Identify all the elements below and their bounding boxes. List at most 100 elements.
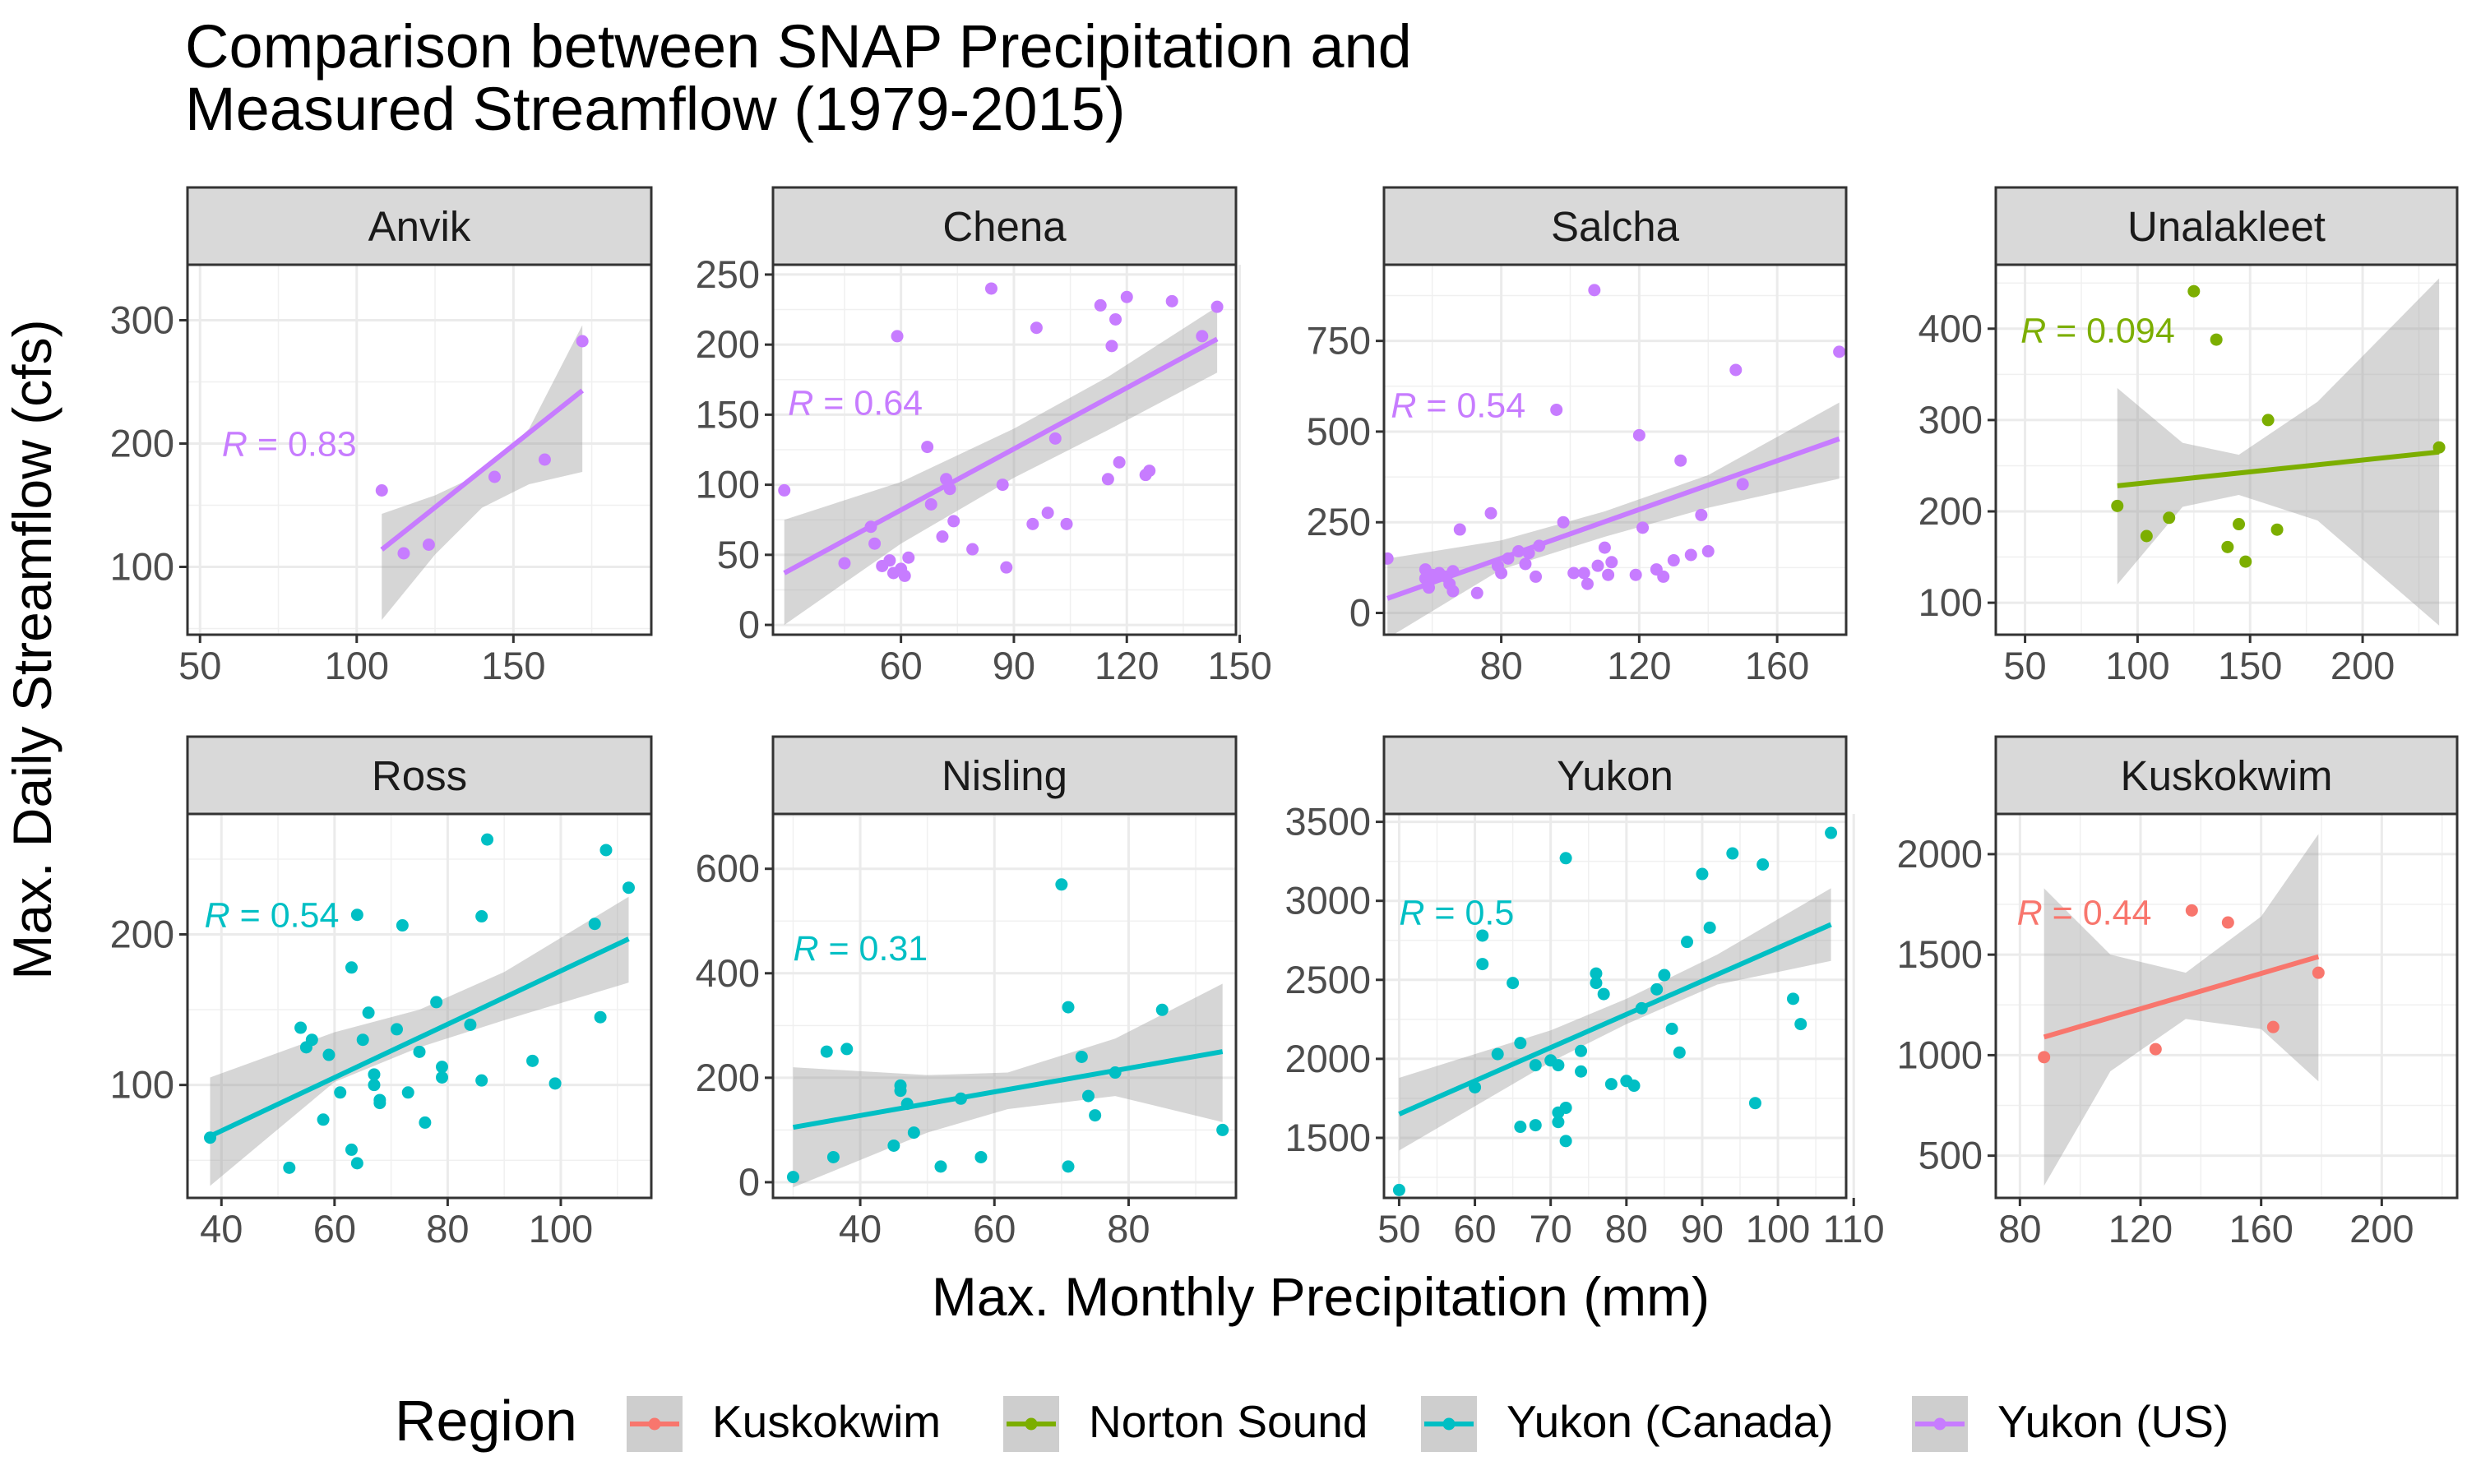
x-tick-label: 40	[200, 1207, 243, 1251]
x-tick-label: 90	[993, 644, 1035, 687]
correlation-label-r: R	[793, 929, 818, 969]
facet-strip	[771, 186, 1238, 266]
data-point	[419, 1116, 432, 1129]
data-point	[1476, 958, 1489, 971]
facet-strip-label: Yukon	[1557, 752, 1673, 799]
data-point	[1384, 552, 1394, 565]
data-point	[356, 1033, 369, 1047]
y-tick-label: 0	[738, 603, 760, 646]
data-point	[1216, 1123, 1229, 1136]
data-point	[1210, 300, 1224, 313]
data-point	[2233, 518, 2246, 531]
data-point	[1701, 545, 1715, 558]
x-tick-label: 160	[2229, 1207, 2293, 1251]
data-point	[1550, 403, 1563, 416]
data-point	[1105, 340, 1118, 353]
data-point	[350, 1157, 363, 1170]
y-tick-label: 500	[1919, 1134, 1983, 1177]
x-tick-label: 160	[1745, 644, 1809, 687]
data-point	[436, 1061, 449, 1074]
x-tick-label: 60	[313, 1207, 356, 1251]
y-tick-label: 500	[1307, 409, 1371, 453]
y-tick-label: 250	[696, 252, 760, 296]
data-point	[1684, 548, 1697, 562]
data-point	[1000, 561, 1013, 574]
data-point	[1588, 284, 1601, 297]
data-point	[1089, 1109, 1102, 1122]
x-tick-label: 80	[1107, 1207, 1150, 1251]
x-tick-label: 50	[178, 644, 221, 687]
correlation-label-r: R	[2017, 893, 2043, 932]
data-point	[1075, 1050, 1088, 1063]
data-point	[1519, 557, 1532, 571]
facet-panel-salcha: 80 120 160 0 250 500 750 R = 0.54 Salcha	[1307, 186, 1848, 687]
confidence-band	[793, 983, 1223, 1188]
correlation-label: R = 0.44	[2017, 893, 2152, 932]
data-point	[334, 1086, 347, 1099]
y-axis-label: Max. Daily Streamflow (cfs)	[2, 319, 62, 979]
x-tick-label: 120	[1607, 644, 1671, 687]
data-point	[305, 1033, 318, 1047]
y-tick-label: 50	[717, 533, 760, 576]
correlation-label: R = 0.64	[788, 383, 923, 423]
data-point	[786, 1171, 799, 1184]
panel-background	[187, 814, 651, 1198]
data-point	[1665, 1022, 1678, 1035]
legend-entry-label: Yukon (US)	[1997, 1396, 2229, 1447]
facet-strip	[771, 735, 1238, 816]
data-point	[887, 1139, 900, 1152]
data-point	[1557, 515, 1570, 529]
legend-key-point	[1025, 1417, 1038, 1431]
correlation-label-r: R	[2020, 311, 2046, 350]
y-tick-label: 0	[738, 1160, 760, 1204]
data-point	[1109, 1066, 1122, 1079]
x-tick-label: 70	[1530, 1207, 1572, 1251]
data-point	[1062, 1160, 1075, 1173]
data-point	[1423, 581, 1436, 594]
data-point	[475, 910, 488, 923]
y-tick-label: 750	[1307, 319, 1371, 363]
data-point	[826, 1150, 840, 1163]
legend-entry: Yukon (Canada)	[1421, 1396, 1834, 1452]
data-point	[966, 543, 979, 556]
data-point	[362, 1006, 375, 1019]
data-point	[1590, 967, 1603, 980]
data-point	[1567, 566, 1581, 580]
data-point	[1559, 1101, 1572, 1114]
y-tick-label: 200	[1919, 489, 1983, 533]
y-tick-label: 150	[696, 392, 760, 436]
facet-strip	[1382, 735, 1848, 816]
data-point	[2312, 966, 2325, 979]
x-tick-label: 110	[1823, 1207, 1885, 1251]
data-point	[317, 1113, 330, 1126]
y-tick-label: 200	[696, 1056, 760, 1099]
data-point	[1794, 1018, 1807, 1031]
facet-panel-nisling: 40 60 80 0 200 400 600 R = 0.31 Nisling	[696, 735, 1238, 1251]
facet-strip	[1994, 735, 2459, 816]
panel-background	[1996, 265, 2457, 635]
data-point	[1469, 1080, 1482, 1093]
data-point	[2210, 333, 2223, 346]
correlation-label-r: R	[1399, 894, 1424, 933]
data-point	[588, 918, 601, 931]
panel-data-layer	[786, 878, 1229, 1188]
facet-strip-label: Chena	[942, 203, 1067, 250]
data-point	[934, 1160, 947, 1173]
y-tick-label: 0	[1349, 591, 1371, 635]
data-point	[2038, 1051, 2051, 1064]
data-point	[390, 1023, 403, 1036]
data-point	[1530, 570, 1543, 583]
data-point	[1674, 454, 1687, 467]
data-point	[1484, 506, 1497, 520]
data-point	[1514, 1037, 1527, 1050]
data-point	[1695, 508, 1708, 521]
x-tick-label: 100	[2105, 644, 2169, 687]
data-point	[1825, 826, 1838, 839]
data-point	[1629, 568, 1642, 581]
data-point	[2261, 414, 2275, 427]
data-point	[1577, 566, 1590, 580]
facet-strip-label: Anvik	[368, 203, 471, 250]
panel-data-layer	[778, 282, 1224, 626]
data-point	[1533, 539, 1546, 552]
